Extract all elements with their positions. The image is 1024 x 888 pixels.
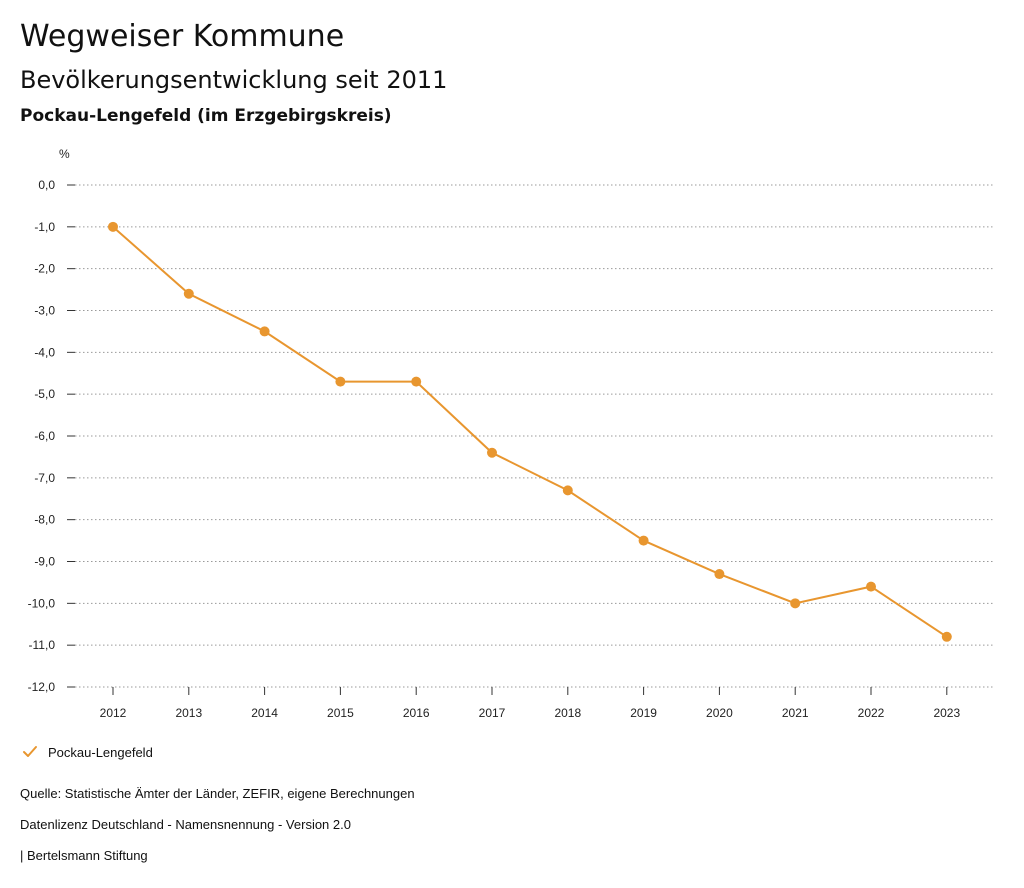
check-icon <box>23 746 37 757</box>
y-tick-label: -10,0 <box>28 596 56 610</box>
x-tick-label: 2020 <box>706 706 733 720</box>
y-tick-label: -5,0 <box>34 387 55 401</box>
y-tick-label: -1,0 <box>34 220 55 234</box>
x-tick-label: 2015 <box>327 706 354 720</box>
y-tick-label: -3,0 <box>34 304 55 318</box>
x-tick-label: 2018 <box>554 706 581 720</box>
x-tick-label: 2017 <box>479 706 506 720</box>
grid-lines <box>75 184 993 688</box>
x-tick-label: 2022 <box>858 706 885 720</box>
x-tick-label: 2012 <box>100 706 127 720</box>
x-tick-label: 2016 <box>403 706 430 720</box>
line-chart: 0,0 -1,0 -2,0 -3,0 -4,0 -5,0 -6,0 -7,0 -8,0 -9,0 -… <box>28 147 993 720</box>
y-tick-label: -8,0 <box>34 513 55 527</box>
legend-label: Pockau-Lengefeld <box>48 744 153 760</box>
x-tick-label: 2019 <box>630 706 657 720</box>
y-tick-label: -2,0 <box>34 262 55 276</box>
y-tick-label: -12,0 <box>28 680 56 694</box>
data-point[interactable] <box>183 288 194 299</box>
x-axis: 2012 2013 2014 2015 2016 2017 2018 2019 2020 2021… <box>100 687 960 720</box>
data-point[interactable] <box>790 598 801 609</box>
data-point[interactable] <box>108 221 118 232</box>
x-tick-label: 2013 <box>175 706 202 720</box>
data-point[interactable] <box>487 447 497 458</box>
data-point[interactable] <box>259 326 270 337</box>
data-point[interactable] <box>411 376 422 387</box>
y-tick-label: 0,0 <box>38 178 55 192</box>
x-tick-label: 2014 <box>251 706 278 720</box>
series-pockau-lengefeld <box>108 221 952 642</box>
data-point[interactable] <box>562 485 573 496</box>
y-axis-ticks: 0,0 -1,0 -2,0 -3,0 -4,0 -5,0 -6,0 -7,0 -8,0 -9,0 -… <box>28 178 75 694</box>
x-tick-label: 2023 <box>933 706 960 720</box>
data-point[interactable] <box>866 581 876 592</box>
y-tick-label: -4,0 <box>34 345 55 359</box>
series-line <box>112 226 948 638</box>
legend-item-pockau-lengefeld[interactable]: Pockau-Lengefeld <box>22 744 153 760</box>
y-tick-label: -11,0 <box>29 638 56 652</box>
x-tick-label: 2021 <box>782 706 809 720</box>
data-point[interactable] <box>638 535 649 546</box>
region-label: Pockau-Lengefeld (im Erzgebirgskreis) <box>20 106 392 126</box>
data-point[interactable] <box>941 631 952 642</box>
data-point[interactable] <box>714 569 725 580</box>
page-title: Wegweiser Kommune <box>20 19 345 54</box>
y-tick-label: -9,0 <box>34 555 55 569</box>
y-axis-unit: % <box>59 147 70 161</box>
y-tick-label: -7,0 <box>34 471 55 485</box>
source-note: Quelle: Statistische Ämter der Länder, Z… <box>20 786 415 801</box>
license-note[interactable]: Datenlizenz Deutschland - Namensnennung … <box>20 817 351 832</box>
data-point[interactable] <box>335 376 346 387</box>
y-tick-label: -6,0 <box>34 429 55 443</box>
chart-subtitle: Bevölkerungsentwicklung seit 2011 <box>20 66 448 94</box>
publisher-note[interactable]: | Bertelsmann Stiftung <box>20 848 148 863</box>
